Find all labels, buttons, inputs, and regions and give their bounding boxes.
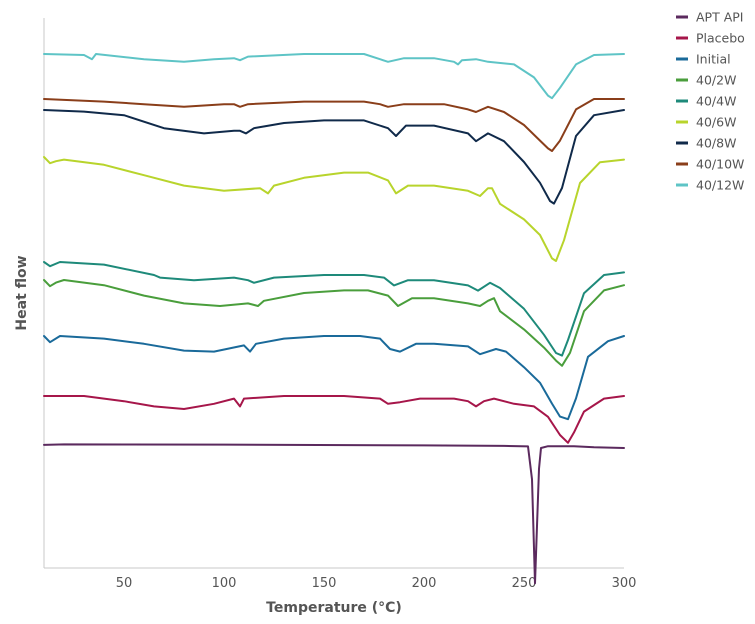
series-line-placebo — [43, 395, 625, 444]
x-tick-label: 100 — [212, 576, 237, 591]
legend: APT API Placebo Initial 40/2W 40/4W 40/6W 40/8… — [676, 10, 745, 193]
series-line-40-4w — [43, 261, 625, 357]
y-axis-title: Heat flow — [14, 255, 30, 330]
legend-label-40-10w: 40/10W — [696, 157, 744, 172]
legend-label-40-4w: 40/4W — [696, 94, 736, 109]
series-layer — [43, 53, 625, 585]
series-line-40-10w — [43, 98, 625, 152]
series-line-40-8w — [43, 109, 625, 205]
x-tick-labels: 50 100 150 200 250 300 — [116, 576, 637, 591]
x-tick-label: 300 — [612, 576, 637, 591]
series-line-40-2w — [43, 279, 625, 367]
legend-label-placebo: Placebo — [696, 31, 745, 46]
x-tick-label: 200 — [412, 576, 437, 591]
legend-label-40-6w: 40/6W — [696, 115, 736, 130]
x-tick-label: 150 — [312, 576, 337, 591]
series-line-apt-api — [43, 443, 625, 585]
legend-label-apt-api: APT API — [696, 10, 743, 25]
x-tick-label: 250 — [512, 576, 537, 591]
legend-label-40-2w: 40/2W — [696, 73, 736, 88]
x-axis-title: Temperature (°C) — [266, 600, 402, 616]
series-line-initial — [43, 335, 625, 421]
series-line-40-6w — [43, 156, 625, 262]
series-line-40-12w — [43, 53, 625, 100]
legend-label-40-8w: 40/8W — [696, 136, 736, 151]
legend-label-initial: Initial — [696, 52, 731, 67]
x-tick-label: 50 — [116, 576, 133, 591]
legend-label-40-12w: 40/12W — [696, 178, 744, 193]
